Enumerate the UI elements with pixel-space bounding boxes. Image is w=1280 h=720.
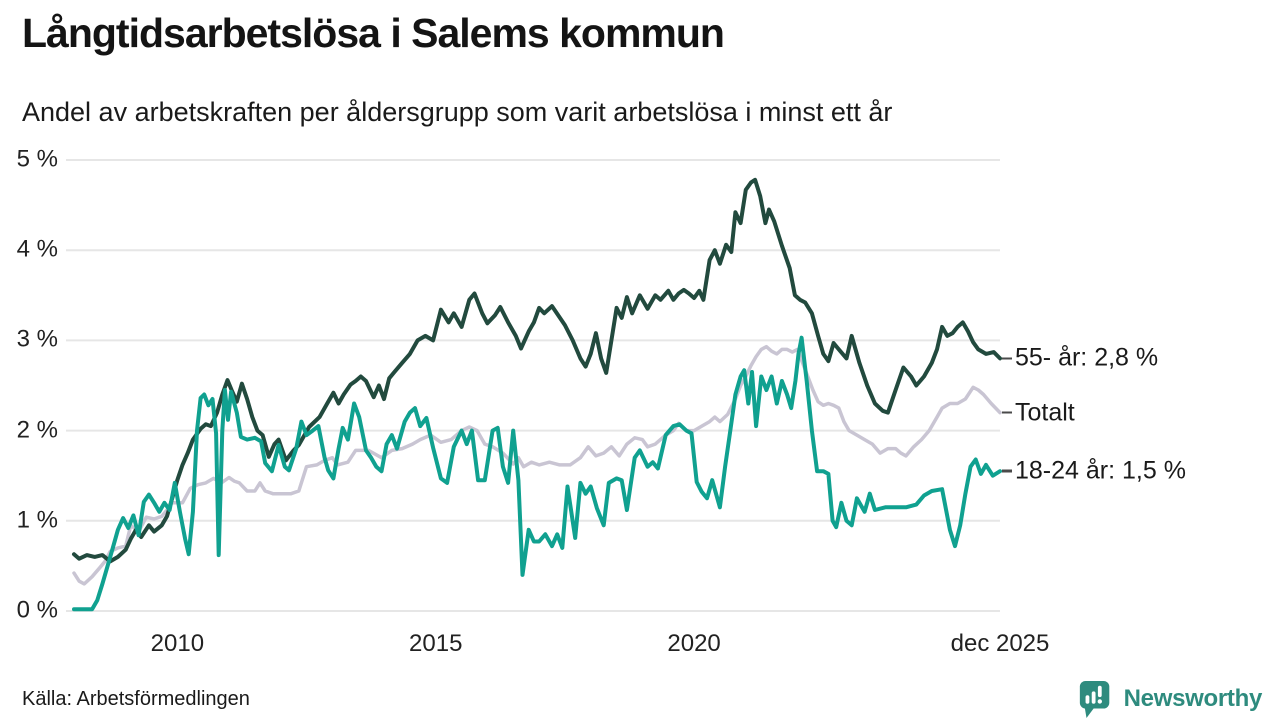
y-axis-label: 5 %	[16, 145, 58, 173]
chart-subtitle: Andel av arbetskraften per åldersgrupp s…	[22, 97, 893, 127]
legend-label: 55- år: 2,8 %	[1015, 343, 1159, 372]
chart-title: Långtidsarbetslösa i Salems kommun	[22, 10, 725, 56]
legend-item-55-r: 55- år: 2,8 %	[1002, 344, 1158, 373]
legend-tick	[1002, 411, 1012, 414]
y-axis-label: 4 %	[16, 235, 58, 263]
newsworthy-logo[interactable]: Newsworthy	[1077, 679, 1262, 719]
series-line-totalt	[72, 344, 1002, 586]
source-note: Källa: Arbetsförmedlingen	[22, 688, 250, 710]
legend-label: Totalt	[1015, 398, 1075, 427]
chart-series	[72, 177, 1002, 612]
series-line-18-24-r	[72, 335, 1002, 612]
y-axis-label: 3 %	[16, 325, 58, 353]
legend-tick	[1002, 357, 1012, 360]
legend-item-totalt: Totalt	[1002, 398, 1075, 427]
x-axis-label: 2020	[667, 630, 721, 657]
legend-label: 18-24 år: 1,5 %	[1015, 456, 1186, 485]
y-axis-label: 2 %	[16, 416, 58, 444]
gridlines	[66, 159, 1000, 612]
series-line-55-r	[72, 177, 1002, 564]
x-axis-label: 2015	[409, 630, 463, 657]
newsworthy-bubble-icon	[1079, 680, 1109, 718]
x-axis-label: 2010	[150, 630, 205, 657]
legend-tick	[1002, 469, 1012, 473]
x-axis-label: dec 2025	[950, 630, 1050, 657]
y-axis-label: 0 %	[16, 596, 58, 624]
newsworthy-logo-text: Newsworthy	[1123, 685, 1263, 712]
legend-item-18-24-r: 18-24 år: 1,5 %	[1002, 457, 1186, 486]
y-axis-label: 1 %	[16, 506, 58, 534]
